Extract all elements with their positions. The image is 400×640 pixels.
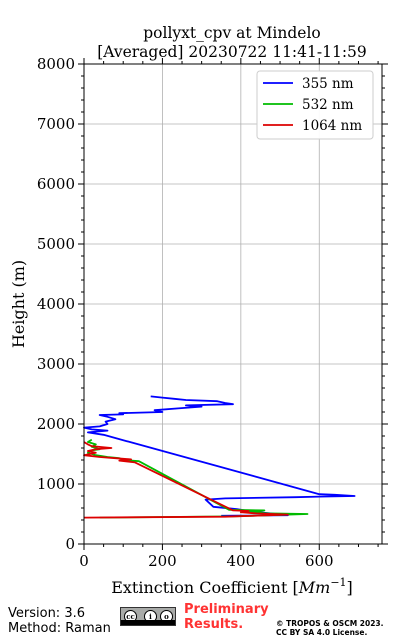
legend-label-2: 1064 nm xyxy=(302,118,362,134)
method-text: Method: Raman xyxy=(8,621,111,636)
badge-strip xyxy=(121,620,175,625)
series-layer xyxy=(83,395,356,519)
preliminary-line2: Results. xyxy=(184,617,244,632)
y-tick-label: 1000 xyxy=(37,475,75,493)
axes: 0 200 400 600010002000300040005000600070008… xyxy=(37,55,388,570)
chart-subtitle: [Averaged] 20230722 11:41-11:59 xyxy=(97,43,367,61)
y-tick-label: 0 xyxy=(65,535,75,553)
version-info: Version: 3.6 Method: Raman xyxy=(8,606,111,636)
copyright-note: © TROPOS & OSCM 2023. CC BY SA 4.0 Licen… xyxy=(276,619,384,637)
y-tick-label: 7000 xyxy=(37,115,75,133)
legend: 355 nm 532 nm 1064 nm xyxy=(256,70,374,140)
legend-label-1: 532 nm xyxy=(302,97,354,113)
preliminary-line1: Preliminary xyxy=(184,602,269,617)
y-tick-label: 8000 xyxy=(37,55,75,73)
y-tick-label: 2000 xyxy=(37,415,75,433)
legend-box xyxy=(256,70,374,140)
y-tick-label: 6000 xyxy=(37,175,75,193)
x-tick-label: 200 xyxy=(148,552,177,570)
y-tick-label: 5000 xyxy=(37,235,75,253)
y-tick-label: 4000 xyxy=(37,295,75,313)
series-line-1 xyxy=(87,438,309,519)
copyright-line1: © TROPOS & OSCM 2023. xyxy=(276,619,384,628)
x-axis-label: Extinction Coefficient [Mm−1] xyxy=(111,576,353,597)
x-tick-label: 600 xyxy=(305,552,334,570)
legend-label-0: 355 nm xyxy=(302,76,354,92)
chart: pollyxt_cpv at Mindelo [Averaged] 202307… xyxy=(9,24,388,597)
chart-title: pollyxt_cpv at Mindelo xyxy=(143,24,321,42)
x-tick-label: 0 xyxy=(79,552,89,570)
series-line-0 xyxy=(83,395,356,517)
x-tick-label: 400 xyxy=(227,552,256,570)
preliminary-note: Preliminary Results. xyxy=(184,602,269,632)
y-axis-label: Height (m) xyxy=(9,260,28,348)
cc-by-sa-badge: cc i o xyxy=(120,607,176,626)
series-line-2 xyxy=(83,441,289,519)
y-tick-label: 3000 xyxy=(37,355,75,373)
version-text: Version: 3.6 xyxy=(8,606,85,621)
copyright-line2: CC BY SA 4.0 License. xyxy=(276,628,368,637)
